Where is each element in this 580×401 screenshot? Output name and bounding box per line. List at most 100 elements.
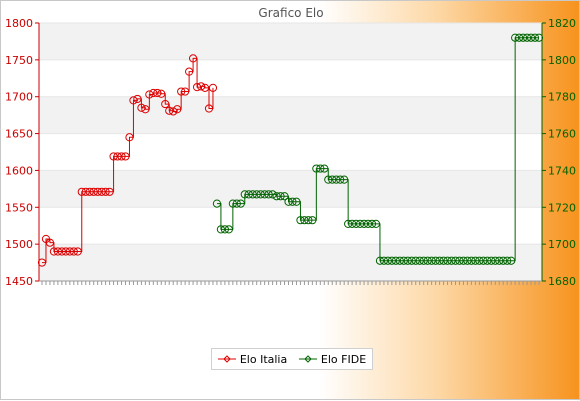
- data-point: [371, 219, 381, 228]
- data-point: [363, 219, 373, 228]
- data-point: [236, 199, 245, 208]
- data-point: [387, 256, 396, 265]
- data-point: [312, 164, 321, 173]
- data-point: [499, 256, 508, 265]
- left-tick-label: 1750: [5, 54, 33, 67]
- data-point: [352, 219, 361, 228]
- left-tick-label: 1700: [5, 91, 33, 104]
- data-point: [149, 88, 158, 98]
- series-elo-italia: [37, 54, 218, 267]
- data-point: [117, 152, 126, 161]
- data-point: [264, 190, 273, 199]
- data-point: [196, 82, 206, 91]
- data-point: [515, 33, 524, 42]
- data-point: [375, 256, 385, 265]
- data-point: [276, 192, 285, 201]
- data-point: [73, 247, 82, 256]
- right-tick-label: 1720: [548, 201, 576, 214]
- data-point: [443, 256, 452, 265]
- data-point: [415, 256, 424, 265]
- plot-band: [39, 23, 542, 60]
- right-tick-label: 1800: [548, 54, 576, 67]
- data-point: [81, 187, 90, 196]
- data-point: [220, 225, 229, 234]
- data-point: [340, 175, 349, 184]
- data-point: [459, 256, 468, 265]
- data-point: [113, 152, 122, 161]
- data-point: [173, 105, 182, 114]
- data-point: [320, 164, 329, 173]
- data-point: [240, 190, 249, 199]
- series-elo-fide: [212, 33, 544, 265]
- data-point: [451, 256, 460, 265]
- data-point: [77, 187, 86, 196]
- right-tick-label: 1820: [548, 17, 576, 30]
- series-line: [42, 57, 214, 264]
- data-point: [359, 219, 369, 228]
- data-point: [228, 199, 237, 208]
- left-tick-label: 1550: [5, 201, 33, 214]
- data-point: [379, 256, 389, 265]
- data-point: [503, 256, 512, 265]
- chart-title: Grafico Elo: [258, 6, 323, 20]
- plot-band: [39, 207, 542, 245]
- data-point: [244, 190, 253, 199]
- data-point: [109, 152, 118, 161]
- data-point: [57, 247, 66, 256]
- data-point: [423, 256, 432, 265]
- series-layer: [37, 33, 544, 267]
- plot-band: [39, 133, 542, 171]
- data-point: [344, 219, 353, 228]
- data-point: [447, 256, 456, 265]
- data-point: [61, 247, 70, 256]
- data-point: [157, 89, 166, 98]
- data-point: [177, 87, 186, 96]
- data-point: [224, 225, 233, 234]
- data-point: [288, 197, 297, 206]
- data-point: [216, 225, 226, 234]
- data-point: [292, 197, 301, 206]
- data-point: [336, 175, 345, 184]
- plot-band: [39, 96, 542, 134]
- data-point: [188, 54, 198, 63]
- left-tick-label: 1500: [5, 238, 33, 251]
- data-point: [49, 247, 59, 256]
- data-point: [141, 105, 150, 114]
- data-point: [332, 175, 341, 184]
- data-point: [256, 190, 265, 199]
- plot-band: [39, 59, 542, 97]
- data-point: [300, 216, 309, 225]
- data-point: [192, 83, 202, 92]
- data-point: [204, 104, 214, 113]
- data-point: [316, 164, 325, 173]
- data-point: [296, 216, 305, 225]
- plot-background: [39, 23, 542, 281]
- right-tick-label: 1700: [548, 238, 576, 251]
- data-point: [483, 256, 492, 265]
- data-point: [522, 33, 532, 42]
- data-point: [232, 199, 241, 208]
- right-tick-label: 1780: [548, 91, 576, 104]
- data-point: [463, 256, 472, 265]
- data-point: [53, 247, 63, 256]
- data-point: [185, 67, 194, 76]
- data-point: [161, 99, 170, 109]
- data-point: [248, 190, 257, 199]
- data-point: [427, 256, 436, 265]
- data-point: [208, 83, 218, 92]
- legend: Elo Italia Elo FIDE: [211, 348, 373, 370]
- data-point: [471, 256, 480, 265]
- data-point: [479, 256, 488, 265]
- right-tick-label: 1680: [548, 275, 576, 288]
- data-point: [304, 216, 313, 225]
- elo-fide-legend-icon: [298, 355, 317, 363]
- legend-label-elo-fide: Elo FIDE: [320, 352, 367, 366]
- data-point: [93, 187, 102, 196]
- data-point: [137, 103, 146, 112]
- data-point: [367, 219, 377, 228]
- data-point: [101, 187, 110, 196]
- data-point: [97, 187, 106, 196]
- data-point: [200, 83, 210, 92]
- data-point: [507, 256, 516, 265]
- left-tick-label: 1600: [5, 164, 33, 177]
